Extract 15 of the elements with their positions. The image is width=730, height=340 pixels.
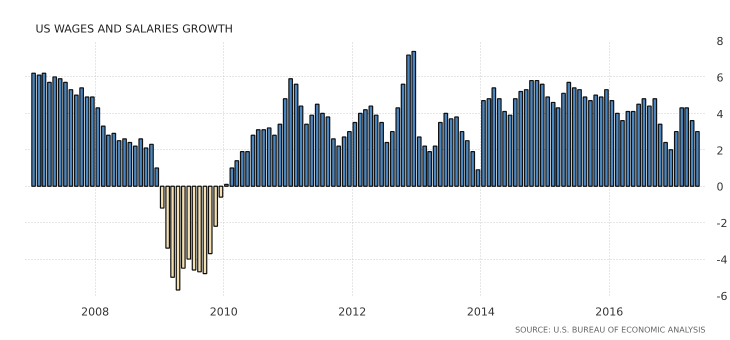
x-tick-label: 2010: [210, 306, 238, 318]
y-tick-label: 2: [716, 144, 724, 158]
chart-title: US WAGES AND SALARIES GROWTH: [36, 22, 233, 36]
y-tick-label: -6: [716, 290, 728, 303]
y-tick-label: -2: [716, 217, 728, 230]
y-tick-label: 0: [716, 180, 724, 194]
y-tick-label: 8: [716, 35, 724, 48]
y-tick-label: 4: [716, 108, 724, 121]
x-tick-label: 2014: [466, 306, 495, 318]
x-tick-label: 2008: [81, 306, 110, 318]
x-tick-label: 2016: [595, 306, 624, 318]
source-note: SOURCE: U.S. BUREAU OF ECONOMIC ANALYSIS: [515, 326, 706, 334]
y-tick-label: 6: [716, 71, 724, 84]
x-tick-label: 2012: [338, 306, 366, 318]
y-tick-label: -4: [716, 254, 728, 267]
